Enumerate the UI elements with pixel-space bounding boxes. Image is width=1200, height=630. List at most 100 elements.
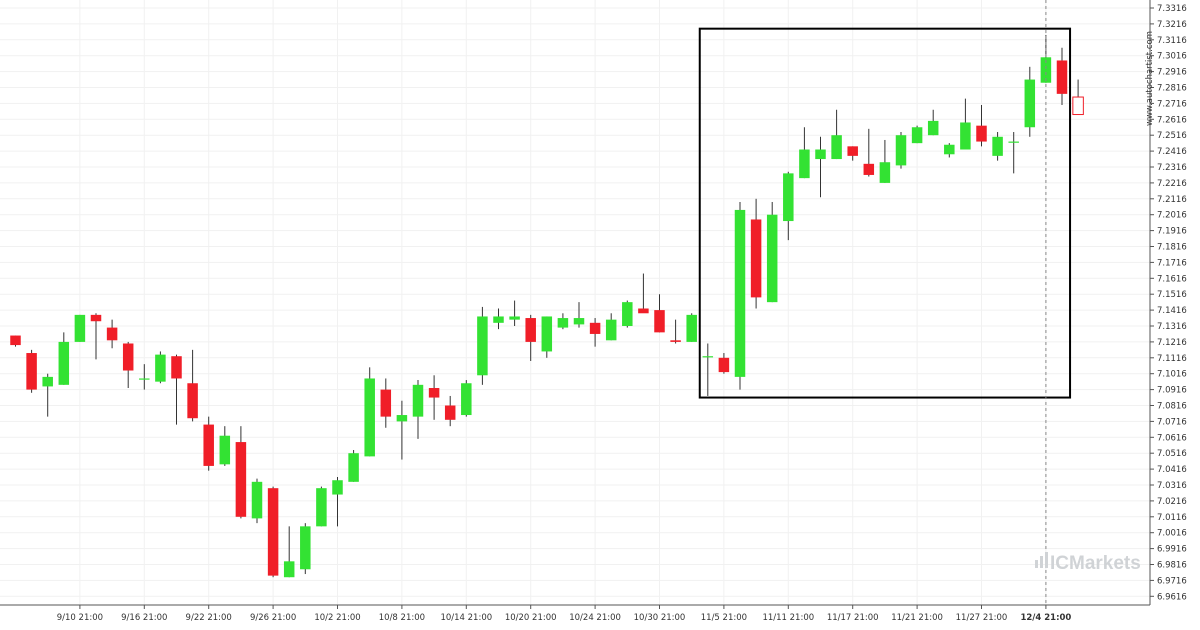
grid-lines [0,0,1150,605]
candle-up [944,143,955,158]
x-tick-label: 10/8 21:00 [379,613,425,623]
candle-body [58,341,70,385]
candle-body [976,125,987,142]
y-tick-label: 7.0916 [1157,386,1187,396]
y-tick-label: 7.1116 [1157,354,1187,364]
candle-down [847,146,858,161]
candle-down [203,416,214,471]
candle-body [573,318,585,325]
candle-up [734,201,746,390]
candle-up [364,367,375,457]
candle-body [638,308,649,314]
candle-up [493,308,504,330]
candle-body [654,310,665,333]
candle-body [1040,57,1052,83]
candle-up [1024,66,1036,137]
candle-body [364,378,375,457]
candle-body [348,453,359,482]
x-tick-label: 11/11 21:00 [762,613,814,623]
candle-body [670,340,681,342]
candle-body [26,353,37,390]
candle-up [895,132,907,169]
x-tick-label: 11/27 21:00 [956,613,1008,623]
candle-body [1008,141,1019,143]
candle-body [525,318,536,342]
candle-body [605,319,617,341]
candles-layer [10,35,1084,578]
candle-body [477,316,488,376]
x-tick-label: 10/30 21:00 [634,613,686,623]
brand-logo: ICMarkets [1035,552,1141,574]
candle-body [332,480,343,495]
candle-up [573,302,585,328]
candle-body [187,383,198,419]
candle-up [702,343,714,396]
x-tick-label: 10/24 21:00 [569,613,621,623]
candle-body [944,144,955,155]
y-tick-label: 7.1516 [1157,290,1187,300]
candle-up [251,478,263,524]
candle-body [783,173,794,222]
y-tick-label: 7.0716 [1157,417,1187,427]
y-tick-label: 7.1816 [1157,243,1187,253]
candle-body [718,357,730,373]
x-tick-label: 10/20 21:00 [505,613,557,623]
candle-body [139,378,150,380]
y-tick-label: 7.0416 [1157,465,1187,475]
y-tick-label: 6.9916 [1157,545,1187,555]
candle-up [461,380,472,417]
candle-body [235,442,247,517]
candle-body [992,136,1003,156]
y-tick-label: 7.3216 [1157,20,1187,30]
candle-up [412,380,424,439]
candle-down [10,335,21,347]
candle-body [702,356,714,358]
candle-up [58,332,70,385]
candle-body [815,149,826,160]
candle-up [815,136,826,198]
y-tick-label: 7.2016 [1157,211,1187,221]
candle-body [251,481,263,519]
x-tick-label: 11/17 21:00 [827,613,879,623]
y-tick-label: 7.1616 [1157,274,1187,284]
candle-body [316,488,327,527]
candle-body [428,388,440,398]
y-tick-label: 7.3016 [1157,52,1187,62]
y-tick-label: 7.2616 [1157,115,1187,125]
candle-up [42,373,53,417]
candle-down [90,313,102,360]
candle-up [155,351,166,384]
y-tick-label: 7.0216 [1157,497,1187,507]
candle-body [380,389,392,417]
candle-up [622,300,633,328]
x-tick-label: 12/4 21:00 [1020,613,1071,623]
candle-body [412,384,424,417]
candle-body [203,424,214,466]
candle-down [1056,47,1068,105]
y-tick-label: 7.0116 [1157,513,1187,523]
candle-body [863,163,875,175]
candle-up [927,109,939,136]
candle-down [26,349,37,393]
candle-body [1024,79,1036,128]
candle-down [267,486,279,578]
y-tick-label: 7.0016 [1157,529,1187,539]
y-tick-label: 7.1916 [1157,227,1187,237]
y-tick-label: 7.2816 [1157,84,1187,94]
candle-down [525,314,536,361]
y-tick-label: 7.1216 [1157,338,1187,348]
candle-down [718,353,730,374]
candle-body [557,318,569,328]
y-tick-label: 6.9716 [1157,576,1187,586]
candle-up [831,109,842,160]
candle-down [106,319,118,349]
candle-down [444,395,456,427]
candle-up [219,426,231,466]
y-tick-label: 7.1716 [1157,258,1187,268]
y-tick-label: 7.2116 [1157,195,1187,205]
y-axis-tick-labels: 7.3316 7.3216 7.3116 7.3016 7.2916 7.2816 7.27… [1157,4,1187,602]
y-tick-label: 7.2916 [1157,68,1187,78]
y-tick-label: 7.2316 [1157,163,1187,173]
candle-body [847,146,858,156]
